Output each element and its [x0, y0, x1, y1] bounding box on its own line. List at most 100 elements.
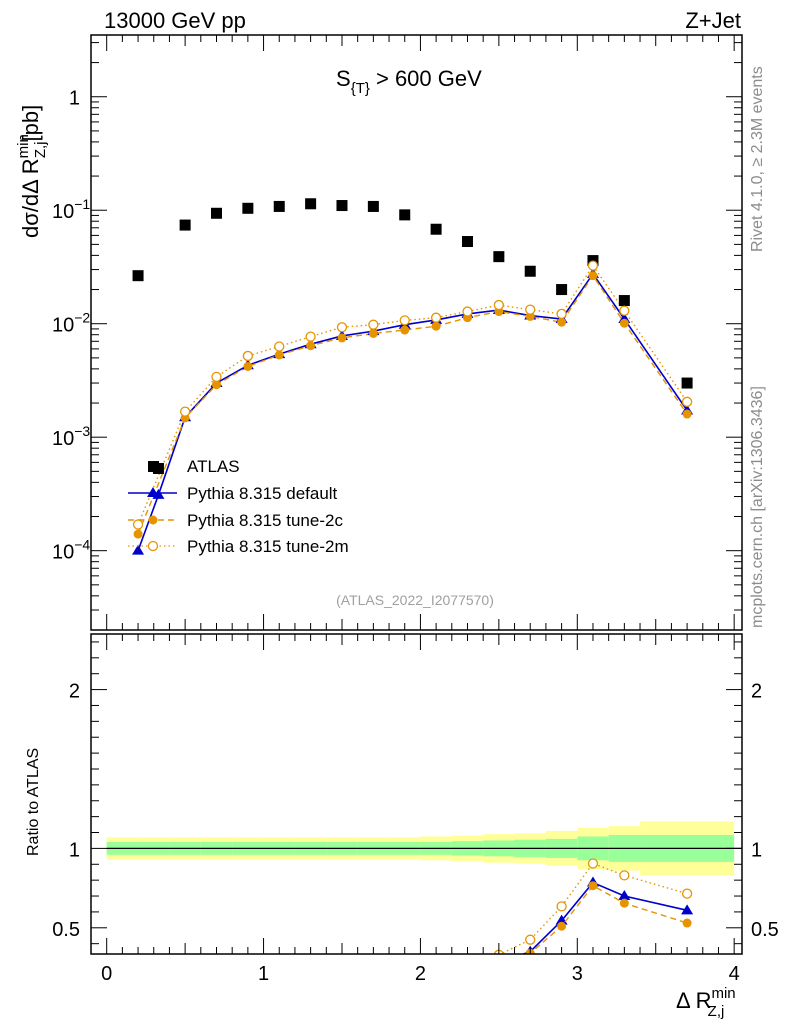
- legend: ATLAS Pythia 8.315 default Pythia 8.315 …: [128, 457, 349, 556]
- ratio-tune-2c-point: [557, 921, 567, 931]
- tune-2c-point: [133, 529, 143, 539]
- ratio-axis-ticks: 0.5 0.5 1 1 2 2 0 1 2 3 4: [52, 634, 779, 985]
- panel-title: S{T} > 600 GeV: [336, 66, 482, 97]
- main-axis-ticks: 1 10−1 10−2 10−3 10−4: [52, 35, 742, 631]
- tune-2m-point: [462, 306, 473, 317]
- tune-2m-point: [368, 319, 379, 330]
- legend-entry-tune-2c: Pythia 8.315 tune-2c: [128, 511, 343, 530]
- tune-2m-point: [274, 341, 285, 352]
- legend-entry-default: Pythia 8.315 default: [128, 484, 338, 503]
- legend-entry-atlas: ATLAS: [148, 457, 240, 476]
- main-panel: 1 10−1 10−2 10−3 10−4 S{T} > 600 GeV (ATLAS_…: [15, 34, 743, 631]
- tune-2m-point: [681, 396, 693, 407]
- legend-marker-default: [147, 487, 159, 497]
- main-line-2: [137, 274, 688, 535]
- tune-2m-point: [399, 315, 410, 326]
- tune-2c-point: [368, 328, 378, 338]
- x-axis-label: Δ Rmin Z,j: [676, 985, 736, 1020]
- tune-2m-point: [336, 322, 348, 333]
- ratio-tune-2m-point: [556, 901, 567, 912]
- atlas-point: [430, 223, 442, 235]
- svg-text:dσ/dΔ RminZ,j[pb]: dσ/dΔ RminZ,j[pb]: [15, 105, 49, 238]
- atlas-point: [618, 295, 630, 307]
- legend-label-atlas: ATLAS: [187, 457, 240, 476]
- tune-2c-point: [588, 271, 598, 281]
- tune-2c-point: [619, 318, 629, 328]
- atlas-point: [305, 198, 317, 210]
- main-ytick-label: 10−3: [52, 423, 90, 450]
- ratio-tune-2c-point: [682, 918, 692, 928]
- ratio-ytick-label-right: 0.5: [751, 919, 779, 941]
- ratio-ytick-label: 1: [69, 839, 80, 861]
- svg-text:Δ RminZ,j: Δ Rmin Z,j: [676, 985, 736, 1020]
- default-point: [132, 544, 145, 555]
- ratio-tune-2m-point: [525, 934, 536, 945]
- ratio-default-point: [555, 914, 568, 925]
- tune-2c-point: [211, 380, 221, 390]
- main-line-1: [137, 272, 688, 551]
- tune-2m-point: [493, 299, 505, 311]
- legend-label-tune-2c: Pythia 8.315 tune-2c: [187, 511, 343, 530]
- ratio-default-point: [493, 957, 505, 967]
- tune-2m-point: [132, 519, 144, 530]
- atlas-point: [556, 284, 568, 296]
- ratio-xtick-label: 4: [729, 963, 740, 985]
- ratio-ytick-label-right: 1: [751, 839, 762, 861]
- legend-label-default: Pythia 8.315 default: [187, 484, 338, 503]
- ratio-xtick-label: 0: [101, 963, 112, 985]
- tune-2m-point: [211, 371, 222, 383]
- atlas-point: [493, 251, 505, 263]
- tune-2c-point: [431, 321, 441, 331]
- ratio-panel: 0.5 0.5 1 1 2 2 0 1 2 3 4 Ratio to ATLAS Δ Rmin Z,j: [25, 633, 779, 1020]
- tune-2c-point: [274, 350, 284, 360]
- header-right: Z+Jet: [685, 8, 741, 33]
- ratio-tune-2c-point: [588, 881, 598, 891]
- ratio-default-point: [681, 904, 694, 915]
- rivet-label: Rivet 4.1.0, ≥ 2.3M events: [749, 66, 766, 252]
- legend-marker-tune-2m: [147, 540, 159, 552]
- ratio-default-point: [618, 890, 631, 901]
- main-ytick-label: 1: [69, 88, 80, 110]
- ratio-tune-2c-point: [494, 960, 503, 969]
- ratio-ytick-label: 0.5: [52, 919, 80, 941]
- atlas-point: [210, 207, 222, 219]
- main-frame: [90, 34, 743, 631]
- tune-2m-point: [179, 406, 191, 417]
- ratio-tune-2m-point: [587, 858, 599, 869]
- atlas-point: [367, 200, 379, 212]
- header-left: 13000 GeV pp: [104, 8, 246, 33]
- main-series-layer: [132, 198, 694, 555]
- tune-2m-point: [305, 331, 316, 342]
- tune-2c-point: [682, 409, 692, 419]
- ratio-bands: [106, 821, 742, 876]
- atlas-point: [461, 236, 473, 248]
- tune-2m-point: [587, 260, 599, 271]
- legend-marker-atlas: [148, 461, 159, 472]
- analysis-id: (ATLAS_2022_I2077570): [336, 592, 494, 608]
- tune-2c-point: [400, 325, 410, 335]
- mcplots-label: mcplots.cern.ch [arXiv:1306.3436]: [749, 386, 766, 628]
- atlas-point: [132, 270, 144, 282]
- legend-label-tune-2m: Pythia 8.315 tune-2m: [187, 537, 349, 556]
- main-ytick-label: 10−2: [52, 310, 90, 337]
- atlas-point: [273, 200, 285, 212]
- ratio-ytick-label: 2: [69, 681, 80, 703]
- ratio-xtick-label: 2: [415, 963, 426, 985]
- legend-entry-tune-2m: Pythia 8.315 tune-2m: [128, 537, 349, 556]
- tune-2c-point: [243, 361, 253, 371]
- legend-marker-tune-2c: [148, 515, 158, 525]
- tune-2c-point: [306, 341, 316, 351]
- ratio-xtick-label: 3: [572, 963, 583, 985]
- tune-2m-point: [242, 350, 254, 362]
- ratio-line-1: [525, 884, 688, 954]
- main-ytick-label: 10−4: [52, 537, 90, 564]
- ratio-xtick-label: 1: [258, 963, 269, 985]
- atlas-point: [681, 377, 693, 389]
- tune-2m-point: [556, 308, 567, 320]
- ratio-ytick-label-right: 2: [751, 681, 762, 703]
- atlas-point: [524, 265, 536, 277]
- main-ytick-label: 10−1: [52, 196, 90, 223]
- atlas-point: [242, 202, 254, 214]
- atlas-point: [179, 219, 191, 231]
